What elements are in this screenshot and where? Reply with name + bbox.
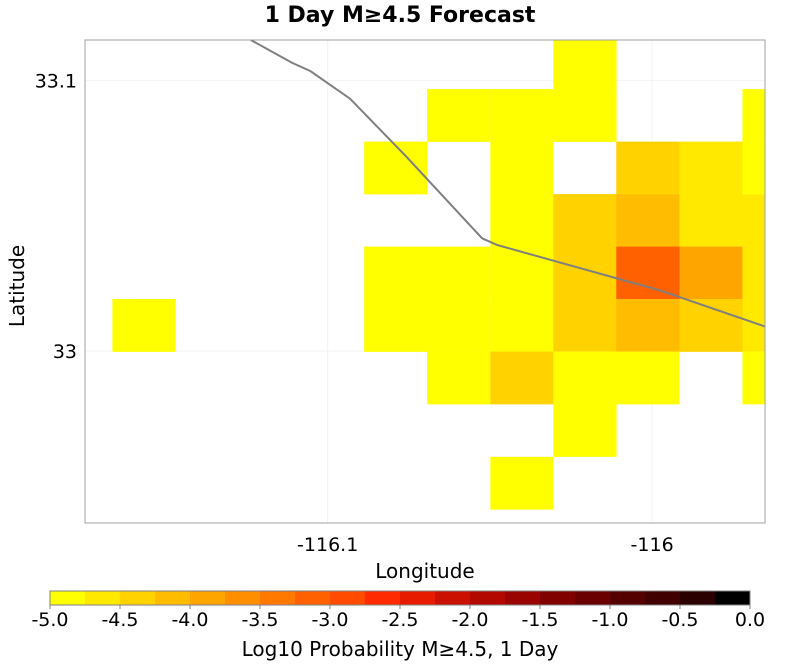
colorbar-tick-label: -3.5 <box>241 609 278 631</box>
y-tick-label: 33 <box>53 341 77 363</box>
fault-trace-line <box>250 40 765 328</box>
heatmap-cell <box>742 141 765 195</box>
colorbar-swatch <box>435 591 471 605</box>
heatmap-cell <box>679 141 743 195</box>
colorbar-swatch <box>50 591 86 605</box>
colorbar-swatch <box>190 591 226 605</box>
colorbar-swatch <box>680 591 716 605</box>
y-tick-label: 33.1 <box>35 71 77 93</box>
colorbar-tick-label: 0.0 <box>735 609 765 631</box>
colorbar-tick-label: -0.5 <box>661 609 698 631</box>
heatmap-cells <box>112 40 765 510</box>
colorbar-swatch <box>610 591 646 605</box>
heatmap-cell <box>616 141 680 195</box>
heatmap-cell <box>553 404 617 457</box>
heatmap-cell <box>553 299 617 352</box>
heatmap-cell <box>427 299 491 352</box>
heatmap-cell <box>112 299 176 352</box>
colorbar-swatch <box>85 591 121 605</box>
heatmap-cell <box>616 351 680 405</box>
heatmap-cell <box>427 246 491 300</box>
chart-title: 1 Day M≥4.5 Forecast <box>265 3 536 28</box>
colorbar-swatch <box>260 591 296 605</box>
heatmap-cell <box>427 89 491 142</box>
colorbar-swatch <box>225 591 261 605</box>
x-axis-ticks: -116.1 -116 <box>297 534 674 556</box>
x-axis-label: Longitude <box>375 559 474 583</box>
colorbar-swatch <box>540 591 576 605</box>
y-axis-ticks: 33.1 33 <box>35 71 77 364</box>
heatmap-cell <box>742 246 765 300</box>
heatmap-cell <box>679 246 743 300</box>
colorbar-swatch <box>400 591 436 605</box>
heatmap-cell <box>427 351 491 405</box>
colorbar-tick-label: -4.5 <box>101 609 138 631</box>
heatmap-cell <box>616 246 680 300</box>
colorbar-swatch <box>505 591 541 605</box>
colorbar-swatch <box>575 591 611 605</box>
colorbar-swatch <box>365 591 401 605</box>
heatmap-cell <box>742 299 765 352</box>
colorbar-tick-label: -3.0 <box>311 609 348 631</box>
colorbar-label: Log10 Probability M≥4.5, 1 Day <box>242 637 559 661</box>
x-tick-label: -116 <box>631 534 674 556</box>
heatmap-cell <box>553 194 617 247</box>
colorbar-ticks: -5.0 -4.5 -4.0 -3.5 -3.0 -2.5 -2.0 -1.5 -1.0 -0.5… <box>31 605 765 631</box>
heatmap-cell <box>616 194 680 247</box>
heatmap-cell <box>742 89 765 142</box>
heatmap-cell <box>490 141 554 195</box>
colorbar-swatch <box>645 591 681 605</box>
colorbar-tick-label: -4.0 <box>171 609 208 631</box>
heatmap-cell <box>742 351 765 405</box>
colorbar <box>49 590 751 606</box>
colorbar-tick-label: -1.0 <box>591 609 628 631</box>
heatmap-cell <box>742 194 765 247</box>
colorbar-swatch <box>295 591 331 605</box>
colorbar-tick-label: -2.0 <box>451 609 488 631</box>
heatmap-cell <box>553 40 617 90</box>
heatmap-cell <box>553 246 617 300</box>
colorbar-swatch <box>470 591 506 605</box>
heatmap-cell <box>490 194 554 247</box>
heatmap-cell <box>616 299 680 352</box>
colorbar-tick-label: -1.5 <box>521 609 558 631</box>
heatmap-cell <box>490 246 554 300</box>
colorbar-swatch <box>715 591 751 605</box>
heatmap-cell <box>553 89 617 142</box>
x-tick-label: -116.1 <box>297 534 358 556</box>
heatmap-cell <box>490 89 554 142</box>
heatmap-cell <box>364 299 428 352</box>
heatmap-cell <box>553 351 617 405</box>
colorbar-tick-label: -2.5 <box>381 609 418 631</box>
heatmap-cell <box>490 456 554 510</box>
heatmap-cell <box>490 299 554 352</box>
heatmap-cell <box>490 351 554 405</box>
colorbar-tick-label: -5.0 <box>31 609 68 631</box>
colorbar-swatch <box>330 591 366 605</box>
y-axis-label: Latitude <box>5 245 29 327</box>
colorbar-swatch <box>155 591 191 605</box>
heatmap-cell <box>364 246 428 300</box>
plot-frame <box>84 39 766 524</box>
colorbar-swatch <box>120 591 156 605</box>
heatmap-cell <box>679 194 743 247</box>
